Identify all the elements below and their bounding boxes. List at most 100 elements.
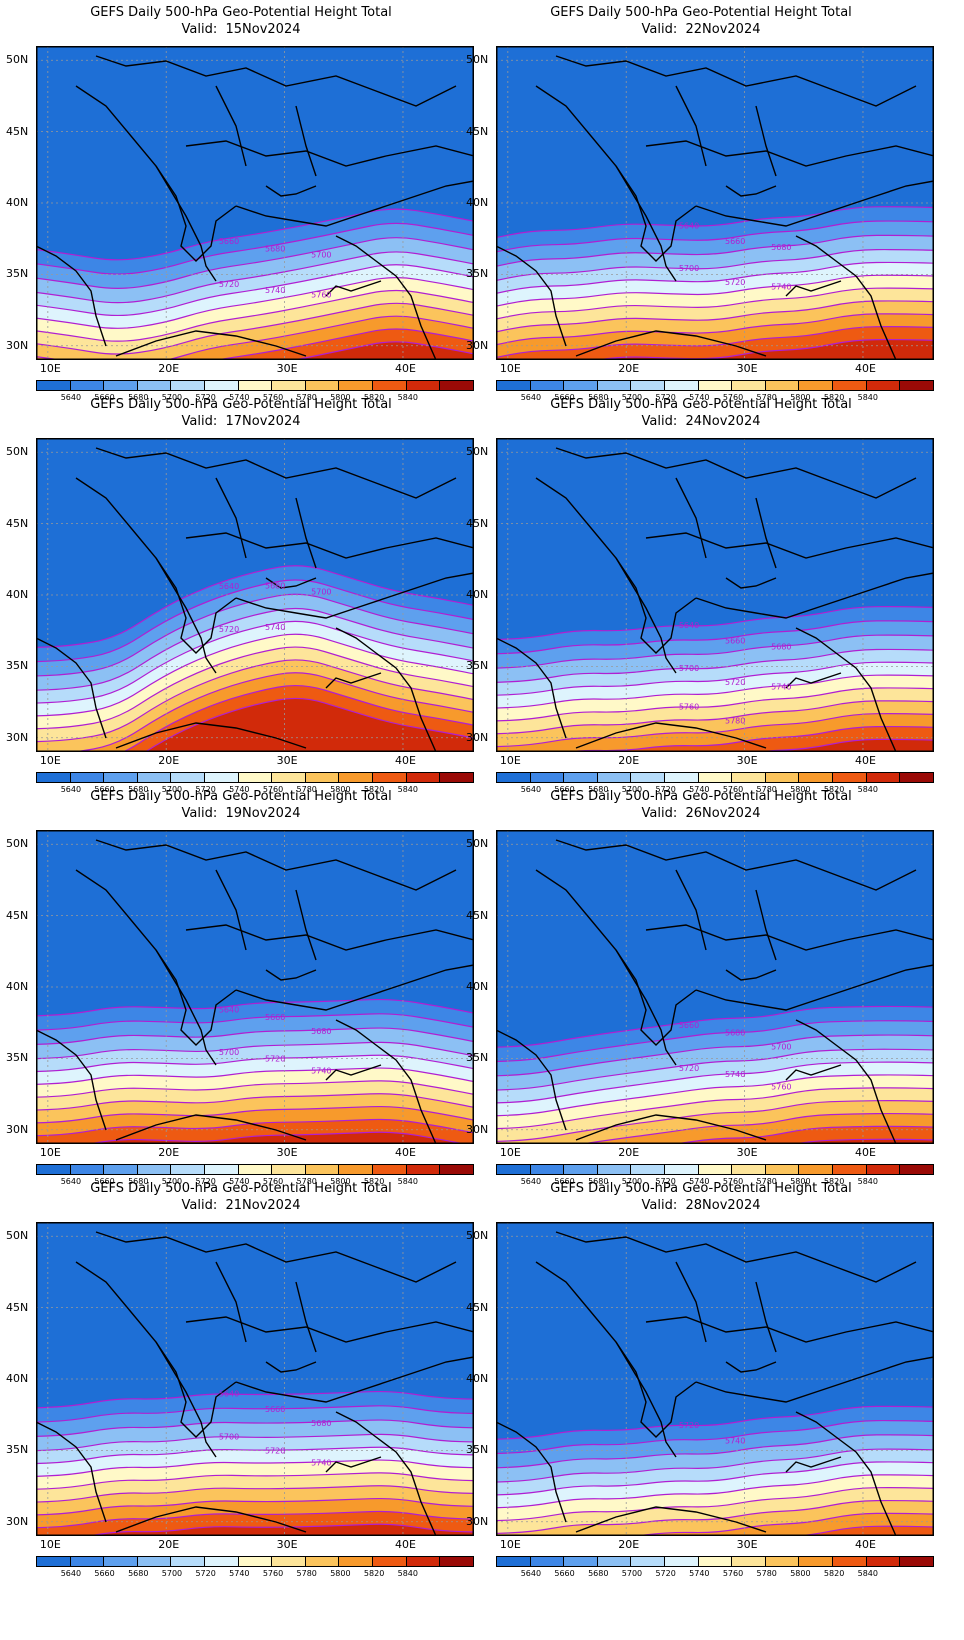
longitude-label: 30E <box>276 754 298 767</box>
coastline <box>785 280 842 297</box>
coastline <box>235 572 474 619</box>
panel-title: GEFS Daily 500-hPa Geo-Potential Height … <box>0 788 482 822</box>
latitude-label: 50N <box>466 53 489 67</box>
colorbar-label: 5800 <box>790 1569 811 1578</box>
colorbar-swatch <box>765 1165 800 1174</box>
map-panel: GEFS Daily 500-hPa Geo-Potential Height … <box>460 1176 942 1586</box>
contour-line <box>591 338 934 360</box>
panel-title: GEFS Daily 500-hPa Geo-Potential Height … <box>460 4 942 38</box>
coastline <box>185 924 474 951</box>
fill-band <box>88 1524 474 1536</box>
colorbar-swatch <box>440 773 473 782</box>
latitude-label: 40N <box>466 196 489 209</box>
colorbar-label: 5740 <box>229 1569 250 1578</box>
contour-line <box>36 1093 474 1111</box>
contour-label: 5760 <box>771 1082 791 1091</box>
contour-label: 5660 <box>265 1013 285 1022</box>
latitude-label: 30N <box>466 730 489 744</box>
coastline <box>36 1421 107 1523</box>
colorbar-swatch <box>406 1165 441 1174</box>
colorbar-swatch <box>238 381 273 390</box>
colorbar-swatch <box>339 1557 374 1566</box>
longitude-label: 10E <box>499 754 521 767</box>
contour-line <box>629 1512 934 1536</box>
colorbar-swatch <box>665 1165 699 1174</box>
map-svg: 5640 5660 5680 5700 5720 5740 5760 5780 <box>496 438 934 752</box>
geopotential-map: 5640 5680 5700 5720 5740 <box>36 438 474 752</box>
contour-line <box>790 1138 934 1144</box>
colorbar-label: 5800 <box>330 1569 351 1578</box>
colorbar-label: 5720 <box>195 1177 216 1186</box>
coastline <box>695 572 934 619</box>
contour-line <box>562 725 934 752</box>
valid-date: Valid: 19Nov2024 <box>181 806 301 821</box>
colorbar-swatch <box>406 773 441 782</box>
colorbar-label: 5760 <box>722 393 744 402</box>
longitude-label: 10E <box>499 1538 521 1551</box>
colorbar-label: 5720 <box>655 1569 676 1578</box>
contour-line <box>496 1448 934 1483</box>
contour-line <box>36 237 474 289</box>
coastline <box>295 1281 317 1353</box>
colorbar-label: 5800 <box>790 785 811 794</box>
fill-band <box>596 339 934 360</box>
coastline <box>695 180 934 227</box>
latitude-label: 30N <box>466 1514 489 1528</box>
colorbar-label: 5760 <box>262 785 284 794</box>
coastline <box>265 185 317 197</box>
contour-line <box>496 1087 934 1130</box>
contour-label: 5740 <box>771 683 791 692</box>
colorbar-swatch <box>272 381 306 390</box>
coastline <box>795 235 897 360</box>
colorbar-swatch <box>530 381 565 390</box>
colorbar-label: 5640 <box>60 1569 82 1578</box>
longitude-label: 20E <box>158 362 180 375</box>
colorbar-swatch <box>799 381 834 390</box>
longitude-label: 40E <box>394 362 416 375</box>
contour-line <box>36 1485 474 1503</box>
contour-line <box>496 1419 934 1455</box>
longitude-label: 40E <box>394 754 416 767</box>
coastline <box>325 1456 382 1473</box>
title-text: GEFS Daily 500-hPa Geo-Potential Height … <box>550 789 852 804</box>
latitude-label: 30N <box>466 338 489 352</box>
coastline <box>725 577 777 589</box>
colorbar-swatch <box>900 1557 933 1566</box>
valid-date: Valid: 26Nov2024 <box>641 806 761 821</box>
longitude-label: 20E <box>158 1146 180 1159</box>
coastline <box>785 1456 842 1473</box>
colorbar-swatch <box>799 1165 834 1174</box>
colorbar-swatch <box>866 1165 901 1174</box>
colorbar-label: 5700 <box>161 1569 183 1578</box>
colorbar-swatch <box>530 1557 565 1566</box>
contour-line <box>36 289 474 342</box>
contour-line <box>496 1461 934 1496</box>
contour-label: 5720 <box>679 1064 699 1073</box>
colorbar-label: 5800 <box>790 393 811 402</box>
colorbar-swatch <box>37 1557 71 1566</box>
geopotential-map: 5640 5660 5680 5700 5720 5740 <box>36 830 474 1144</box>
colorbar-label: 5820 <box>823 393 845 402</box>
contour-line <box>36 1405 474 1423</box>
coastline <box>615 949 677 1066</box>
contour-label: 5640 <box>219 582 239 591</box>
map-frame <box>496 438 934 752</box>
contour-line <box>36 579 474 663</box>
latitude-label: 45N <box>466 1300 489 1314</box>
colorbar-label: 5820 <box>823 1569 845 1578</box>
colorbar-label: 5740 <box>229 1177 250 1186</box>
colorbar-swatch <box>272 1557 306 1566</box>
coastline <box>575 1506 767 1533</box>
contour-line <box>496 234 934 267</box>
geopotential-map: 5660 5680 5700 5720 5740 5760 <box>496 830 934 1144</box>
latitude-label: 40N <box>6 1372 29 1385</box>
latitude-label: 30N <box>6 1514 29 1528</box>
coastline <box>115 1506 307 1533</box>
colorbar-label: 5840 <box>397 785 418 794</box>
contour-line <box>496 220 934 253</box>
map-frame <box>36 830 474 1144</box>
map-panel: GEFS Daily 500-hPa Geo-Potential Height … <box>0 1176 482 1586</box>
colorbar-label: 5800 <box>330 785 351 794</box>
colorbar-label: 5680 <box>588 1177 609 1186</box>
geopotential-map: 5640 5660 5680 5700 5720 5740 5760 5780 <box>496 438 934 752</box>
